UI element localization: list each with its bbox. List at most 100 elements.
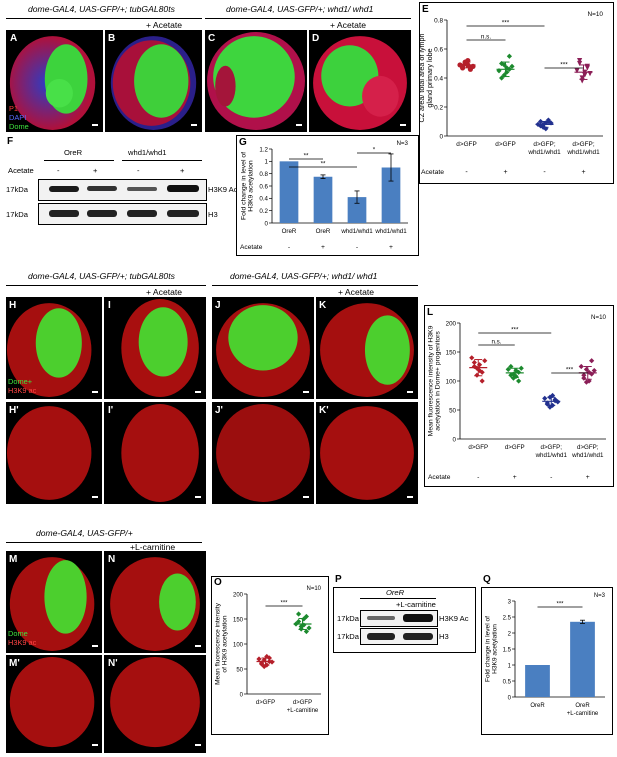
micrograph-m xyxy=(6,551,102,653)
blot-kda: 17kDa xyxy=(6,210,28,219)
n-label: N=10 xyxy=(588,11,604,18)
significance-label: *** xyxy=(502,20,510,27)
y-tick-label: 1.5 xyxy=(503,647,512,653)
treatment-sign: + xyxy=(581,169,585,176)
y-tick-label: 0.2 xyxy=(259,208,268,215)
scale-bar xyxy=(195,391,201,393)
panel-o-box xyxy=(211,576,329,735)
genotype-header-control-mid: dome-GAL4, UAS-GFP/+; tubGAL80ts xyxy=(28,271,175,281)
data-point xyxy=(479,378,485,384)
blot-group-line xyxy=(360,598,436,599)
scale-bar xyxy=(92,744,98,746)
treatment-sign: - xyxy=(288,244,290,251)
data-point xyxy=(506,53,512,59)
micrograph-d xyxy=(309,30,411,132)
treatment-sign: + xyxy=(389,244,393,251)
micrograph-h xyxy=(6,297,102,399)
treatment-row-label: Acetate xyxy=(240,244,263,251)
significance-label: * xyxy=(373,147,376,154)
data-point xyxy=(505,366,511,372)
blot-group-line xyxy=(44,160,114,161)
x-tick-label: whd1/whd1 xyxy=(535,452,568,459)
blot-strip-h3 xyxy=(38,203,207,225)
micrograph-m-prime xyxy=(6,655,102,753)
data-point xyxy=(542,395,548,401)
x-tick-label: whd1/whd1 xyxy=(527,149,561,156)
panel-e-box xyxy=(419,2,614,184)
panel-letter-p: P xyxy=(335,574,342,585)
scale-bar xyxy=(303,391,309,393)
y-tick-label: 1.2 xyxy=(259,146,268,153)
header-underline xyxy=(6,285,206,286)
scale-bar xyxy=(195,496,201,498)
significance-label: *** xyxy=(560,62,568,69)
x-tick-label: d>GFP; xyxy=(533,141,555,148)
acetate-label-b: + Acetate xyxy=(146,20,183,30)
panel-letter-h-prime: H' xyxy=(9,405,19,416)
x-tick-label: whd1/whd1 xyxy=(566,149,600,156)
x-tick-label: whd1/whd1 xyxy=(340,228,373,235)
y-tick-label: 150 xyxy=(446,349,457,356)
x-tick-label: whd1/whd1 xyxy=(571,452,604,459)
header-underline xyxy=(6,542,202,543)
micrograph-a xyxy=(6,30,103,132)
y-tick-label: 3 xyxy=(508,599,512,605)
scale-bar xyxy=(92,496,98,498)
treatment-sign: + xyxy=(586,474,590,481)
y-tick-label: 0 xyxy=(240,692,244,698)
data-point xyxy=(482,358,488,364)
significance-label: n.s. xyxy=(481,34,492,41)
n-label: N=10 xyxy=(306,586,321,592)
x-tick-label: d>GFP; xyxy=(577,444,599,451)
treatment-sign: - xyxy=(465,169,468,176)
scale-bar xyxy=(407,496,413,498)
genotype-header-whd-mid: dome-GAL4, UAS-GFP/+; whd1/ whd1 xyxy=(230,271,378,281)
x-tick-label: OreR xyxy=(282,228,297,235)
bar xyxy=(347,197,367,223)
y-tick-label: 50 xyxy=(449,407,456,414)
acetate-label-k: + Acetate xyxy=(338,287,375,297)
data-point xyxy=(508,363,514,370)
panel-letter-h: H xyxy=(9,300,17,311)
treatment-row-label: Acetate xyxy=(421,169,444,176)
blot-kda: 17kDa xyxy=(337,632,359,641)
treatment-sign: - xyxy=(356,244,358,251)
data-point xyxy=(256,656,262,662)
x-tick-label: d>GFP xyxy=(293,700,312,706)
bar xyxy=(381,167,401,223)
panel-letter-o: O xyxy=(214,577,222,588)
blot-group-line xyxy=(122,160,202,161)
x-tick-label: d>GFP xyxy=(468,444,488,451)
y-tick-label: 0.8 xyxy=(434,17,443,24)
y-tick-label: 0 xyxy=(453,436,457,443)
y-tick-label: 100 xyxy=(446,378,457,385)
x-tick-label: OreR xyxy=(316,228,331,235)
blot-sign: + xyxy=(180,166,185,175)
scale-bar xyxy=(195,645,201,647)
chart-e: 0 0.2 0.4 0.6 0.8 CZ area/ total area of lymp… xyxy=(419,11,604,176)
panel-letter-d: D xyxy=(312,33,320,44)
significance-label: ** xyxy=(304,153,309,160)
blot-group-orer: OreR xyxy=(64,148,83,157)
panel-letter-j: J xyxy=(215,300,221,311)
blot-strip-h3k9ac xyxy=(38,179,207,201)
y-tick-label: 0.6 xyxy=(434,46,443,53)
data-point xyxy=(474,372,480,378)
y-tick-label: 1 xyxy=(508,663,512,669)
panel-letter-b: B xyxy=(108,33,116,44)
data-point xyxy=(509,63,515,69)
blot-sign: - xyxy=(57,166,60,175)
x-tick-label: d>GFP xyxy=(495,141,515,148)
panel-letter-i-prime: I' xyxy=(108,405,114,416)
x-tick-label: d>GFP xyxy=(505,444,525,451)
data-point xyxy=(589,358,595,364)
genotype-header-control-top: dome-GAL4, UAS-GFP/+; tubGAL80ts xyxy=(28,4,175,14)
micrograph-j-prime xyxy=(212,402,314,504)
data-point xyxy=(581,375,587,381)
blot-protein: H3 xyxy=(208,210,218,219)
y-tick-label: 0.2 xyxy=(434,104,443,111)
y-tick-label: 0 xyxy=(265,220,269,227)
panel-letter-n: N xyxy=(108,554,116,565)
panel-letter-c: C xyxy=(208,33,216,44)
panel-letter-k-prime: K' xyxy=(319,405,329,416)
